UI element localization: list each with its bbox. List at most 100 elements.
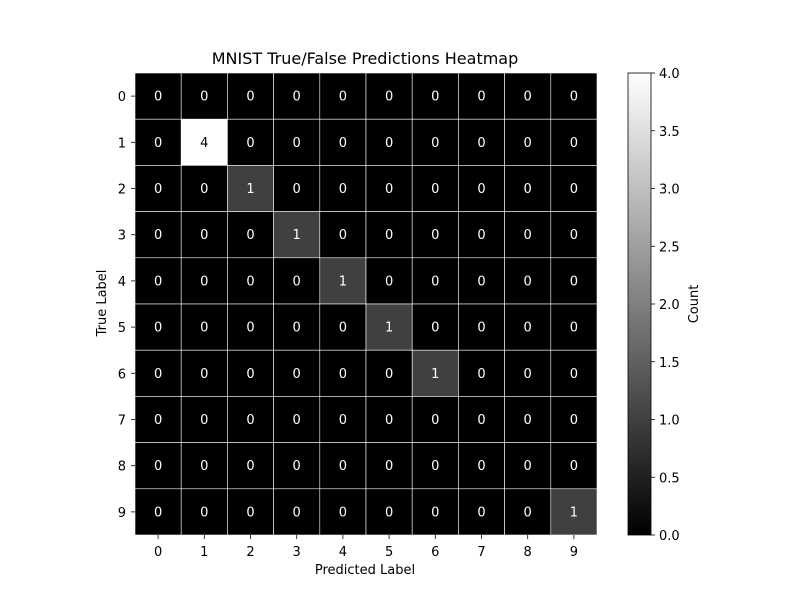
y-tick-label: 8	[118, 460, 126, 475]
heatmap-cell	[180, 396, 228, 443]
x-tick-label: 6	[431, 545, 439, 560]
cell-value-label: 1	[246, 182, 254, 197]
heatmap-cell	[550, 257, 598, 305]
heatmap-cell	[411, 211, 459, 259]
y-tick-label: 6	[118, 367, 126, 382]
heatmap-cell	[504, 349, 552, 397]
colorbar-ticks: 0.0 0.5 1.0 1.5 2.0 2.5 3.0 3.5 4.0	[651, 67, 680, 544]
cell-value-label: 0	[246, 459, 254, 474]
heatmap-cell	[411, 257, 459, 305]
heatmap-cell	[273, 349, 321, 397]
cell-value-label: 0	[431, 459, 439, 474]
heatmap-cell	[227, 442, 274, 490]
cell-value-label: 0	[385, 459, 393, 474]
cell-value-label: 0	[385, 274, 393, 289]
cell-value-label: 0	[524, 413, 532, 428]
heatmap-cell	[550, 165, 598, 212]
cell-value-label: 0	[477, 459, 485, 474]
cell-value-label: 0	[385, 367, 393, 382]
cell-value-label: 0	[200, 274, 208, 289]
cell-value-label: 0	[524, 228, 532, 243]
heatmap-cell	[365, 118, 413, 166]
x-tick-label: 8	[524, 545, 532, 560]
cell-value-label: 0	[339, 90, 347, 105]
cell-value-label: 0	[154, 228, 162, 243]
cell-value-label: 0	[570, 90, 578, 105]
heatmap-cell	[273, 303, 321, 351]
cell-value-label: 0	[477, 274, 485, 289]
cell-value-label: 0	[154, 505, 162, 520]
heatmap-cell	[458, 396, 505, 443]
y-tick-label: 9	[118, 506, 126, 521]
heatmap-cell	[458, 165, 505, 212]
heatmap-cell	[458, 257, 505, 305]
cell-value-label: 0	[154, 90, 162, 105]
cell-value-label: 0	[385, 136, 393, 151]
x-tick-label: 1	[200, 545, 208, 560]
heatmap-cell	[504, 118, 552, 166]
cell-value-label: 4	[200, 136, 208, 151]
heatmap-cell	[365, 396, 413, 443]
cell-value-label: 0	[154, 459, 162, 474]
cell-value-label: 1	[570, 505, 578, 520]
cell-value-label: 1	[293, 228, 301, 243]
cell-value-label: 0	[339, 459, 347, 474]
cell-value-label: 0	[246, 505, 254, 520]
cell-value-label: 1	[339, 274, 347, 289]
colorbar-tick-label: 2.5	[659, 240, 680, 255]
cell-value-label: 0	[293, 321, 301, 336]
cell-value-label: 0	[524, 90, 532, 105]
y-axis-ticks: 0 1 2 3 4 5 6 7 8 9	[118, 90, 135, 521]
cell-value-label: 0	[431, 136, 439, 151]
cell-value-label: 0	[154, 274, 162, 289]
heatmap-cell	[504, 257, 552, 305]
cell-value-label: 0	[570, 367, 578, 382]
cell-value-label: 0	[200, 228, 208, 243]
y-tick-label: 4	[118, 275, 126, 290]
cell-value-label: 0	[524, 459, 532, 474]
heatmap-cell	[550, 118, 598, 166]
cell-value-label: 0	[200, 321, 208, 336]
x-tick-label: 0	[154, 545, 162, 560]
y-tick-label: 0	[118, 90, 126, 105]
heatmap-cell	[504, 165, 552, 212]
cell-value-label: 0	[200, 459, 208, 474]
heatmap-cell	[365, 72, 413, 120]
cell-value-label: 0	[524, 505, 532, 520]
heatmap-cell	[504, 211, 552, 259]
cell-value-label: 0	[246, 136, 254, 151]
heatmap-cell	[273, 72, 321, 120]
cell-value-label: 0	[570, 274, 578, 289]
cell-value-label: 0	[339, 413, 347, 428]
heatmap-cell	[550, 442, 598, 490]
cell-value-label: 0	[570, 228, 578, 243]
x-axis-label: Predicted Label	[315, 563, 415, 578]
cell-value-label: 0	[477, 321, 485, 336]
heatmap-cell	[550, 349, 598, 397]
cell-value-label: 0	[246, 90, 254, 105]
heatmap-cell	[273, 396, 321, 443]
cell-value-label: 0	[524, 321, 532, 336]
cell-value-label: 0	[524, 182, 532, 197]
heatmap-cell	[227, 257, 274, 305]
cell-value-label: 0	[431, 413, 439, 428]
heatmap-cell	[550, 488, 598, 536]
cell-value-label: 0	[524, 367, 532, 382]
colorbar-tick-label: 3.5	[659, 125, 680, 140]
cell-value-label: 0	[477, 413, 485, 428]
heatmap-cells: 0 0 0 0 0 0 0 0 0 0 0 4 0 0 0 0 0 0 0 0 0 0 1 0 0 0 0 0 0 0 0 0 0 1 0 0 0 0 0 0…	[134, 72, 598, 536]
cell-value-label: 1	[431, 367, 439, 382]
cell-value-label: 0	[293, 413, 301, 428]
colorbar	[627, 72, 652, 536]
chart-title: MNIST True/False Predictions Heatmap	[212, 49, 519, 68]
cell-value-label: 0	[339, 228, 347, 243]
heatmap-cell	[227, 396, 274, 443]
x-tick-label: 3	[293, 545, 301, 560]
x-tick-label: 4	[339, 545, 347, 560]
cell-value-label: 0	[339, 136, 347, 151]
heatmap-cell	[458, 488, 505, 536]
cell-value-label: 0	[385, 90, 393, 105]
y-tick-label: 2	[118, 183, 126, 198]
colorbar-tick-label: 4.0	[659, 67, 680, 82]
cell-value-label: 0	[385, 182, 393, 197]
